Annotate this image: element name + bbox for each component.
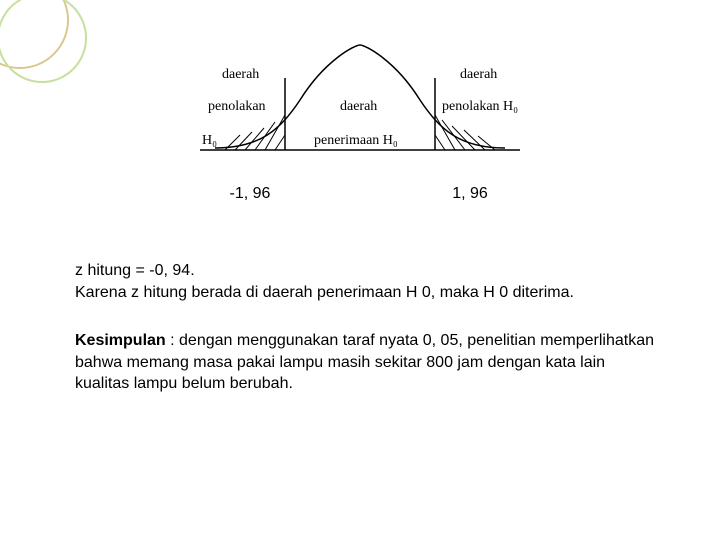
critical-values-row: -1, 96 1, 96 [180,185,540,203]
label-center-top: daerah [340,99,377,114]
z-hitung-line: z hitung = -0, 94. [75,260,660,282]
critical-right-value: 1, 96 [360,185,540,203]
paragraph-result: z hitung = -0, 94. Karena z hitung berad… [75,260,660,303]
label-right-top: daerah [460,67,497,82]
decision-line: Karena z hitung berada di daerah penerim… [75,282,660,304]
conclusion-heading: Kesimpulan [75,332,166,349]
label-center-bottom: penerimaan H₀ [314,133,398,148]
corner-decoration [0,0,90,90]
label-left-bottom: H₀ [202,133,217,148]
label-left-top: daerah [222,67,259,82]
bell-curve-svg: daerah penolakan H₀ daerah penerimaan H₀… [180,30,540,180]
critical-left-value: -1, 96 [180,185,360,203]
label-left-mid: penolakan [208,99,266,114]
paragraph-conclusion: Kesimpulan : dengan menggunakan taraf ny… [75,330,660,395]
hypothesis-diagram: daerah penolakan H₀ daerah penerimaan H₀… [180,30,540,180]
label-right-mid: penolakan H₀ [442,99,518,114]
